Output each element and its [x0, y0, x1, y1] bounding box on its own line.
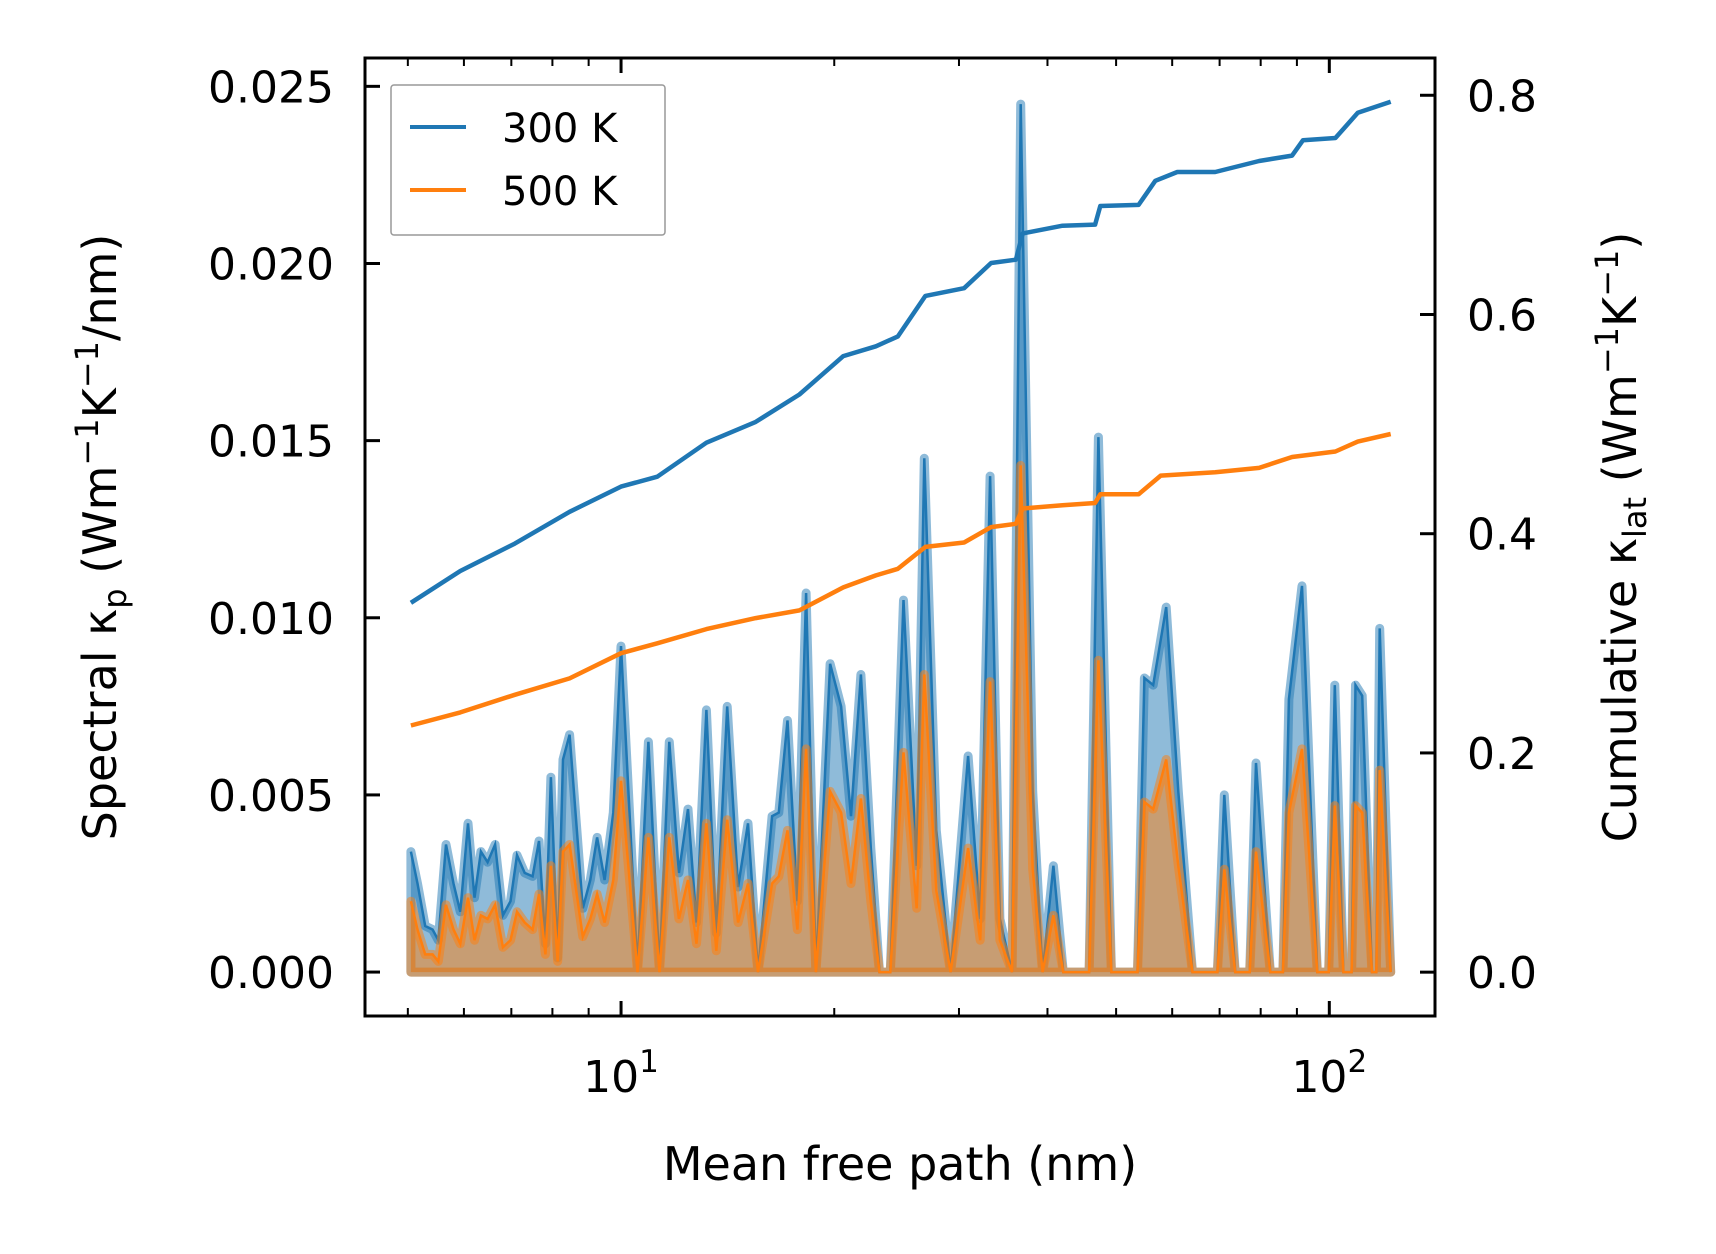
plot-marks: [406, 99, 1396, 977]
y2-tick-label: 0.6: [1467, 290, 1537, 341]
legend: 300 K 500 K: [390, 84, 666, 236]
x-tick-label: 101: [583, 1044, 659, 1103]
y2-axis-label: Cumulative κlat (Wm−1K−1): [1588, 232, 1654, 843]
y2-tick-label: 0.0: [1467, 948, 1537, 999]
x-tick-base: 10: [1291, 1052, 1347, 1103]
y2-tick-label: 0.2: [1467, 729, 1537, 780]
x-tick-base: 10: [583, 1052, 639, 1103]
legend-box: [390, 84, 666, 236]
legend-label-500k: 500 K: [502, 169, 619, 215]
spectral-line-500k: [409, 465, 1392, 974]
legend-label-300k: 300 K: [502, 106, 619, 152]
cumulative-line-500k: [410, 431, 1392, 728]
cumulative-line-300k: [409, 99, 1392, 605]
y2-tick-label: 0.4: [1467, 510, 1537, 561]
y2-tick-label: 0.8: [1467, 71, 1537, 122]
y-axis-label: Spectral κp (Wm−1K−1/nm): [68, 234, 134, 841]
y-tick-label: 0.020: [208, 239, 334, 290]
y-tick-label: 0.010: [208, 594, 334, 645]
plot-frame: [363, 56, 1437, 1018]
x-tick-exponent: 2: [1347, 1044, 1367, 1080]
y-tick-label: 0.000: [208, 948, 334, 999]
x-axis-label: Mean free path (nm): [663, 1137, 1137, 1191]
y-tick-label: 0.015: [208, 417, 334, 468]
x-tick-label: 102: [1291, 1044, 1367, 1103]
y-tick-label: 0.005: [208, 771, 334, 822]
x-tick-exponent: 1: [639, 1044, 659, 1080]
y-tick-label: 0.025: [208, 62, 334, 113]
axis-ticks: 0.000 0.005 0.010 0.015 0.020 0.025 0.0 0.2 0.4 0…: [208, 58, 1537, 1103]
